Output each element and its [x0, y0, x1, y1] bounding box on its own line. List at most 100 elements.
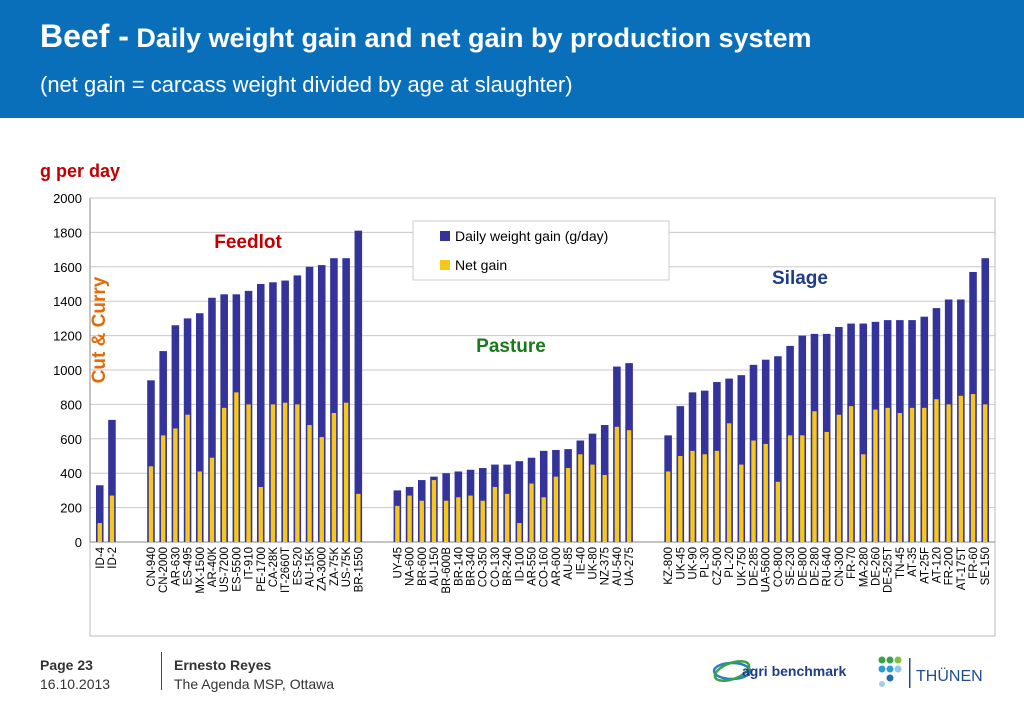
bar-net-gain: [185, 414, 190, 542]
bar-daily-gain: [539, 450, 548, 542]
y-tick-label: 600: [60, 432, 82, 447]
x-tick-label: UK-80: [588, 547, 600, 580]
x-tick-label: US-75K: [341, 547, 353, 588]
x-tick-label: UK-90: [688, 547, 700, 580]
bar-net-gain: [319, 437, 324, 542]
x-tick-label: UY-45: [392, 547, 404, 579]
bar-net-gain: [565, 468, 571, 542]
bar-daily-gain: [515, 461, 524, 542]
bar-net-gain: [934, 399, 939, 542]
bar-net-gain: [946, 404, 951, 542]
x-tick-label: CN-940: [146, 547, 158, 587]
bar-net-gain: [861, 454, 866, 542]
bar-net-gain: [529, 483, 534, 542]
author-name: Ernesto Reyes: [174, 657, 272, 673]
group-label: Silage: [772, 268, 828, 289]
title-rest: Daily weight gain and net gain by produc…: [136, 23, 812, 53]
bar-net-gain: [197, 471, 202, 542]
bar-net-gain: [468, 495, 473, 542]
bar-net-gain: [602, 474, 607, 542]
group-label: Feedlot: [214, 232, 282, 253]
x-tick-label: NZ-375: [600, 547, 612, 585]
bar-net-gain: [751, 440, 756, 542]
title-main: Beef -: [40, 18, 129, 54]
x-tick-label: CA-28K: [268, 547, 280, 588]
legend-swatch-net: [440, 260, 450, 270]
legend-box: [412, 220, 670, 281]
x-tick-label: DE-260: [870, 547, 882, 586]
x-tick-label: IE-40: [575, 547, 587, 575]
x-tick-label: BR-1550: [353, 547, 365, 592]
bar-daily-gain: [981, 258, 990, 542]
bar-net-gain: [578, 454, 583, 542]
footer-date: 16.10.2013: [40, 676, 111, 692]
group-labels: Cut & Curry Feedlot Pasture Silage: [89, 232, 828, 383]
bar-net-gain: [714, 450, 720, 542]
bar-daily-gain: [256, 284, 265, 542]
bar-daily-gain: [95, 485, 104, 542]
x-tick-label: AU-150: [429, 547, 441, 586]
x-tick-label: MA-280: [858, 547, 870, 587]
bar-daily-gain: [737, 375, 746, 542]
x-tick-label: AU-85: [563, 547, 575, 580]
bar-daily-gain: [859, 323, 868, 542]
y-tick-label: 2000: [53, 191, 82, 206]
x-tick-label: UK-45: [675, 547, 687, 580]
bar-net-gain: [787, 435, 793, 542]
bar-daily-gain: [305, 266, 314, 542]
y-axis-label: g per day: [40, 161, 120, 181]
x-tick-label: AR-40K: [207, 547, 219, 588]
bar-net-gain: [173, 428, 178, 542]
bar-net-gain: [590, 464, 595, 542]
bar-net-gain: [897, 413, 903, 542]
page-number: Page 23: [40, 657, 93, 673]
bar-net-gain: [775, 481, 781, 542]
y-tick-label: 800: [60, 397, 82, 412]
bar-net-gain: [665, 471, 671, 542]
bar-daily-gain: [342, 258, 350, 542]
x-tick-label: UK-750: [736, 547, 748, 586]
bar-net-gain: [419, 500, 424, 542]
bar-chart: g per day 0 200 400 600 800 1000 1200 1400 1600 1…: [40, 161, 996, 637]
x-tick-label: CO-350: [478, 547, 490, 587]
bar-net-gain: [922, 407, 927, 542]
bar-net-gain: [234, 392, 239, 542]
bar-net-gain: [739, 464, 744, 542]
bar-net-gain: [690, 450, 695, 542]
bar-net-gain: [824, 431, 829, 542]
x-tick-label: DE-525T: [883, 547, 895, 593]
x-tick-labels: ID-4 ID-2 CN-940 CN-2000 AR-630 ES-495 MX-1500…: [95, 546, 992, 593]
x-tick-label: ID-4: [95, 546, 107, 568]
footer-divider: [161, 652, 162, 690]
bar-daily-gain: [195, 313, 204, 542]
x-tick-label: ID-2: [107, 547, 119, 569]
x-tick-label: CN-2000: [158, 547, 170, 593]
bar-net-gain: [504, 493, 510, 542]
footer-page-info: Page 23 16.10.2013: [40, 656, 110, 694]
bar-net-gain: [160, 435, 166, 542]
y-tick-label: 0: [75, 535, 82, 550]
bar-net-gain: [702, 454, 707, 542]
x-tick-label: AR-630: [170, 547, 182, 586]
bar-net-gain: [678, 456, 683, 542]
x-tick-label: PL-20: [724, 547, 736, 578]
bar-net-gain: [407, 495, 412, 542]
x-tick-label: CZ-500: [712, 547, 724, 585]
bar-net-gain: [209, 457, 215, 542]
x-tick-label: AU-540: [612, 547, 624, 586]
bar-net-gain: [246, 404, 251, 542]
x-tick-label: SE-230: [785, 547, 797, 585]
legend-swatch-daily: [440, 231, 450, 241]
bar-net-gain: [848, 406, 854, 542]
y-tick-label: 1800: [53, 225, 82, 240]
bar-daily-gain: [108, 419, 116, 542]
bar-net-gain: [553, 476, 559, 542]
x-tick-label: FR-70: [846, 547, 858, 579]
x-tick-label: PL-30: [700, 547, 712, 578]
x-tick-label: IT-2660T: [280, 547, 292, 593]
bar-net-gain: [873, 409, 878, 542]
x-tick-label: DE-800: [797, 547, 809, 586]
bar-daily-gain: [208, 297, 216, 542]
y-tick-label: 1600: [53, 260, 82, 275]
bar-net-gain: [885, 407, 890, 542]
